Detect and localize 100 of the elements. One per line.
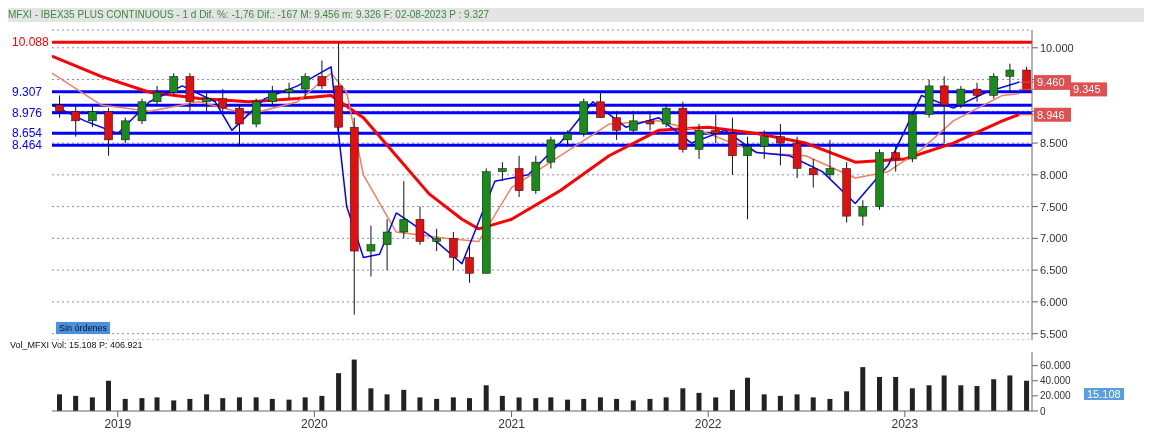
bar	[647, 398, 653, 411]
candlestick	[694, 123, 704, 160]
bar	[57, 394, 62, 411]
candlestick	[809, 158, 818, 189]
candlestick	[743, 136, 752, 220]
bar	[73, 395, 79, 411]
bar	[516, 397, 522, 411]
candlestick	[284, 82, 294, 100]
bar	[139, 398, 145, 411]
candlestick	[382, 218, 392, 271]
y-tick-label: 8.000	[1040, 168, 1068, 181]
candlestick	[251, 98, 261, 128]
candlestick	[956, 85, 966, 109]
candlestick	[415, 206, 425, 246]
candlestick	[546, 136, 556, 169]
candlestick	[121, 117, 130, 144]
bar	[417, 397, 423, 411]
bar	[680, 388, 686, 411]
candlestick	[432, 228, 441, 252]
candlestick	[169, 72, 179, 96]
chart-title: MFXI - IBEX35 PLUS CONTINUOUS - 1 d Dif. %: -1,76 Dif.: -167 M: 9.456 m: 9.326 F: 02-08-2023 P : 9.327	[8, 8, 1144, 22]
bar	[581, 398, 587, 411]
bar	[319, 395, 325, 411]
candlestick	[759, 129, 769, 160]
y-tick-label: 6.500	[1040, 264, 1068, 277]
bar	[761, 394, 767, 411]
bar	[844, 391, 850, 411]
candlestick	[891, 145, 900, 173]
annotation: Sin órdenes	[56, 322, 111, 334]
y-tick-label: 8.500	[1040, 136, 1068, 149]
candlestick	[645, 110, 655, 131]
candlestick	[972, 82, 982, 103]
candlestick	[300, 72, 310, 100]
candlestick	[596, 91, 605, 119]
annotation: 8.946	[1037, 108, 1065, 121]
bar	[909, 388, 915, 411]
candlestick	[366, 225, 376, 277]
candlestick	[399, 180, 409, 239]
bar	[434, 398, 440, 411]
bar	[466, 398, 472, 411]
bar	[253, 397, 259, 411]
candlestick	[711, 113, 720, 144]
candlestick	[498, 161, 507, 182]
bar	[351, 359, 357, 411]
bar	[336, 373, 342, 411]
chart-title: Vol_MFXI Vol: 15.108 P: 406.921	[10, 340, 143, 350]
bar	[450, 397, 456, 411]
bar	[991, 379, 997, 411]
bar	[630, 400, 636, 411]
bar	[368, 388, 374, 411]
x-tick-label: 2021	[498, 416, 526, 431]
bar	[154, 397, 160, 411]
x-tick-label: 2023	[891, 416, 919, 431]
candlestick	[88, 104, 97, 128]
bar	[106, 380, 112, 411]
candlestick	[152, 85, 162, 106]
candlestick	[268, 85, 277, 106]
candlestick	[776, 123, 785, 166]
ref-line-label: 9.307	[12, 84, 43, 99]
bar	[1007, 375, 1013, 411]
bar	[269, 398, 275, 411]
y-tick-label: 7.000	[1040, 232, 1068, 245]
bar	[171, 400, 177, 411]
bar	[713, 397, 719, 411]
candlestick	[825, 139, 835, 179]
candlestick	[235, 104, 244, 147]
bar	[729, 389, 735, 411]
candlestick	[629, 110, 638, 135]
x-tick-label: 2020	[301, 416, 329, 431]
bar	[483, 385, 489, 411]
bar	[533, 398, 539, 411]
candlestick	[71, 104, 80, 138]
ref-line-label: 8.464	[12, 138, 43, 153]
bar	[401, 389, 407, 411]
x-tick-label: 2019	[104, 416, 132, 431]
bar	[794, 394, 800, 411]
bar	[1024, 380, 1030, 411]
bar	[122, 398, 128, 411]
y-tick-label: 6.000	[1040, 295, 1068, 308]
candlestick	[465, 244, 474, 284]
bar	[614, 398, 620, 411]
annotation: 9.345	[1073, 83, 1101, 96]
bar	[827, 398, 833, 411]
bar	[499, 395, 505, 411]
y-tick-label: 10.000	[1040, 41, 1074, 54]
candlestick	[449, 231, 458, 271]
candlestick	[661, 104, 671, 128]
y-tick-label: 20.000	[1040, 390, 1072, 402]
candlestick	[137, 98, 147, 125]
bar	[941, 375, 947, 411]
bar	[893, 376, 899, 411]
bar	[187, 398, 193, 411]
bar	[958, 385, 964, 411]
x-tick-label: 2022	[694, 416, 722, 431]
candlestick	[858, 199, 868, 227]
bar	[744, 377, 750, 411]
bar	[548, 397, 554, 411]
bar	[302, 397, 308, 411]
bar	[696, 392, 702, 411]
bar	[663, 397, 669, 411]
